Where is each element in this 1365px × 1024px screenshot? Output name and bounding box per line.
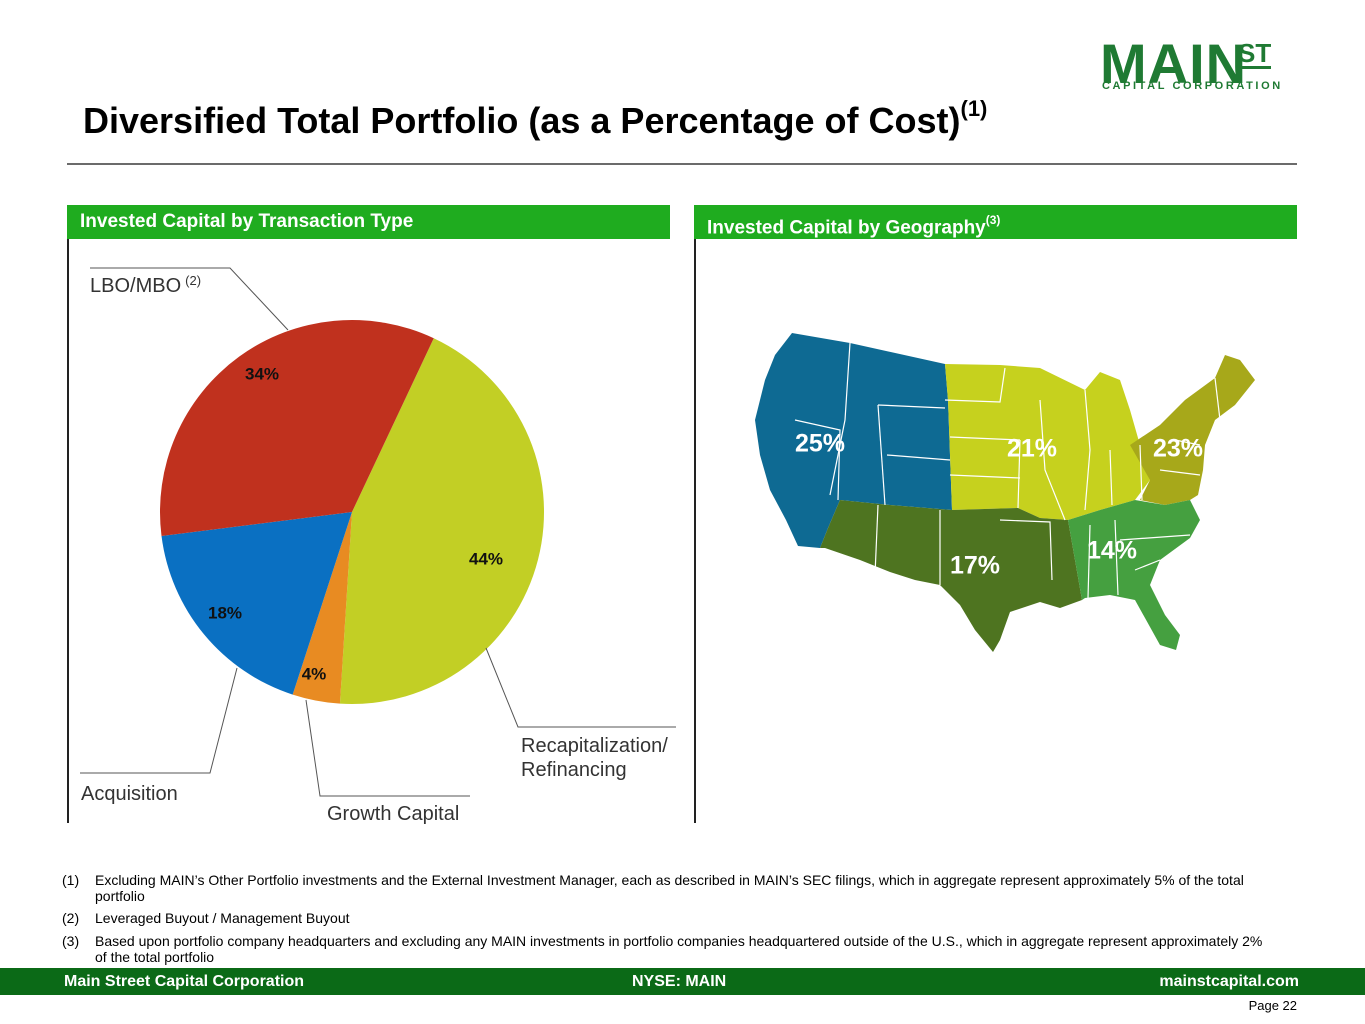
map-region-southwest	[820, 500, 1082, 652]
geography-us-map: 25% 21% 23% 17% 14%	[755, 333, 1255, 652]
pie-category-footnote-ref-3: (2)	[185, 273, 201, 288]
transaction-type-panel-title: Invested Capital by Transaction Type	[80, 211, 414, 232]
pie-callout-line-1	[305, 699, 470, 797]
left-panel-border	[67, 239, 69, 823]
pie-slice-1	[292, 512, 352, 704]
footer-bar: Main Street Capital Corporation NYSE: MA…	[0, 968, 1365, 995]
pie-value-label-0: 44%	[469, 549, 503, 568]
pie-slice-0	[339, 338, 545, 704]
map-region-label-2: 23%	[1153, 435, 1203, 463]
pie-category-label-0-0: Recapitalization/	[521, 735, 668, 757]
map-region-label-0: 25%	[795, 430, 845, 458]
right-panel-border	[694, 239, 696, 823]
pie-slice-2	[161, 512, 352, 695]
footer-company-name: Main Street Capital Corporation	[64, 973, 305, 990]
map-region-northeast	[1130, 355, 1255, 505]
pie-value-label-2: 18%	[208, 603, 242, 622]
map-region-label-4: 14%	[1087, 537, 1137, 565]
logo-main-text: MAIN	[1100, 32, 1248, 95]
company-logo: MAIN ST CAPITAL CORPORATION	[1100, 36, 1280, 96]
footnote-3: (3) Based upon portfolio company headqua…	[62, 933, 1272, 967]
title-divider	[67, 163, 1297, 165]
geography-panel-footnote-ref: (3)	[985, 213, 1001, 227]
pie-value-label-1: 4%	[302, 664, 327, 683]
geography-panel-title: Invested Capital by Geography	[707, 217, 986, 239]
transaction-type-panel-header: Invested Capital by Transaction Type	[67, 205, 670, 239]
map-region-southeast	[1068, 500, 1200, 650]
logo-st-text: ST	[1238, 38, 1272, 69]
geography-panel-header: Invested Capital by Geography(3)	[694, 205, 1297, 239]
footnote-2: (2) Leveraged Buyout / Management Buyout	[62, 910, 1272, 928]
map-region-west	[755, 333, 952, 548]
pie-category-label-0-1: Refinancing	[521, 759, 627, 781]
pie-callout-line-2	[80, 667, 238, 774]
map-state-borders	[794, 342, 1221, 599]
pie-slice-3	[159, 319, 434, 537]
footnote-2-text: Leveraged Buyout / Management Buyout	[95, 910, 350, 926]
footnote-2-number: (2)	[62, 910, 80, 926]
transaction-type-pie-chart: 44% Recapitalization/Refinancing 4% Growth …	[80, 267, 676, 825]
pie-value-label-3: 34%	[245, 364, 279, 383]
footnote-3-text: Based upon portfolio company headquarter…	[95, 933, 1263, 965]
page-title: Diversified Total Portfolio (as a Percen…	[83, 96, 987, 142]
pie-category-label-1-0: Growth Capital	[327, 803, 459, 825]
footnote-3-number: (3)	[62, 933, 80, 949]
pie-category-label-2-0: Acquisition	[81, 783, 178, 805]
page-number: Page 22	[1248, 998, 1297, 1013]
pie-callout-line-0	[485, 647, 676, 728]
pie-callout-line-3	[90, 267, 289, 331]
map-region-label-1: 21%	[1007, 435, 1057, 463]
map-region-label-3: 17%	[950, 552, 1000, 580]
footer-website: mainstcapital.com	[1159, 973, 1299, 990]
footnote-1-text: Excluding MAIN’s Other Portfolio investm…	[95, 872, 1244, 904]
map-region-midwest	[945, 364, 1150, 520]
page-title-footnote-ref: (1)	[960, 96, 988, 121]
logo-subtitle: CAPITAL CORPORATION	[1102, 80, 1283, 92]
footnote-1: (1) Excluding MAIN’s Other Portfolio inv…	[62, 872, 1272, 906]
page-title-text: Diversified Total Portfolio (as a Percen…	[83, 100, 961, 141]
footnote-1-number: (1)	[62, 872, 80, 888]
footer-ticker: NYSE: MAIN	[632, 973, 727, 990]
